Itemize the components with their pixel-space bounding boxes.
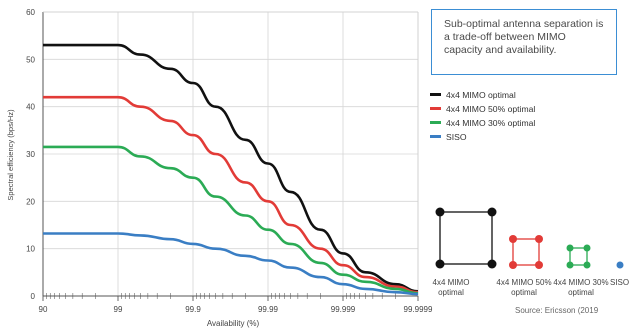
- legend-label: 4x4 MIMO optimal: [446, 90, 516, 100]
- x-tick-label: 99.999: [331, 305, 356, 314]
- legend-swatch: [430, 135, 441, 138]
- y-tick-label: 20: [26, 197, 35, 206]
- chart-tick-labels: 0 10 20 30 40 50 60 90 99 99.9 99.99 99.999 99.9999: [26, 8, 433, 314]
- y-tick-label: 30: [26, 150, 35, 159]
- antenna-siso: [616, 261, 624, 269]
- chart-axes: [42, 11, 419, 301]
- x-tick-label: 90: [39, 305, 48, 314]
- antenna-50: [509, 235, 543, 269]
- chart-series: [42, 43, 419, 296]
- y-tick-label: 10: [26, 245, 35, 254]
- y-axis-label: Spectral efficiency (bps/Hz): [6, 109, 15, 201]
- antenna-diagrams: [435, 207, 624, 269]
- legend-swatch: [430, 107, 441, 110]
- y-tick-label: 50: [26, 55, 35, 64]
- series-line: [43, 145, 419, 295]
- callout-text: Sub-optimal antenna separation is a trad…: [444, 18, 604, 56]
- x-tick-label: 99.9999: [404, 305, 433, 314]
- antenna-dot: [535, 235, 543, 243]
- antenna-dot: [487, 207, 497, 217]
- antenna-30: [566, 244, 591, 269]
- antenna-label-optimal: 4x4 MIMO optimal: [432, 278, 470, 297]
- antenna-square: [569, 247, 588, 266]
- antenna-dot: [435, 207, 445, 217]
- legend-swatch: [430, 93, 441, 96]
- legend-label: 4x4 MIMO 30% optimal: [446, 118, 536, 128]
- legend-swatch: [430, 121, 441, 124]
- x-axis-label: Availability (%): [207, 319, 260, 328]
- series-line: [42, 232, 419, 296]
- annotation-callout: Sub-optimal antenna separation is a trad…: [431, 9, 617, 75]
- series-line: [42, 95, 419, 294]
- y-tick-label: 40: [26, 103, 35, 112]
- antenna-dot: [509, 235, 517, 243]
- antenna-dot: [509, 261, 517, 269]
- source-note: Source: Ericsson (2019: [515, 306, 599, 315]
- legend-label: SISO: [446, 132, 467, 142]
- antenna-dot: [583, 261, 591, 269]
- antenna-label-30: 4x4 MIMO 30% optimal: [553, 278, 609, 297]
- y-tick-label: 0: [31, 292, 36, 301]
- antenna-dot: [583, 244, 591, 252]
- antenna-label-siso: SISO: [610, 278, 629, 287]
- antenna-optimal: [435, 207, 497, 269]
- antenna-dot: [435, 259, 445, 269]
- x-tick-label: 99: [114, 305, 123, 314]
- series-line: [43, 43, 419, 293]
- antenna-dot: [566, 261, 574, 269]
- antenna-dot: [487, 259, 497, 269]
- antenna-dot: [535, 261, 543, 269]
- antenna-dot: [566, 244, 574, 252]
- antenna-label-50: 4x4 MIMO 50% optimal: [496, 278, 552, 297]
- x-tick-label: 99.99: [258, 305, 279, 314]
- antenna-square: [512, 238, 540, 266]
- y-tick-label: 60: [26, 8, 35, 17]
- x-tick-label: 99.9: [185, 305, 201, 314]
- antenna-square: [439, 211, 493, 265]
- legend-label: 4x4 MIMO 50% optimal: [446, 104, 536, 114]
